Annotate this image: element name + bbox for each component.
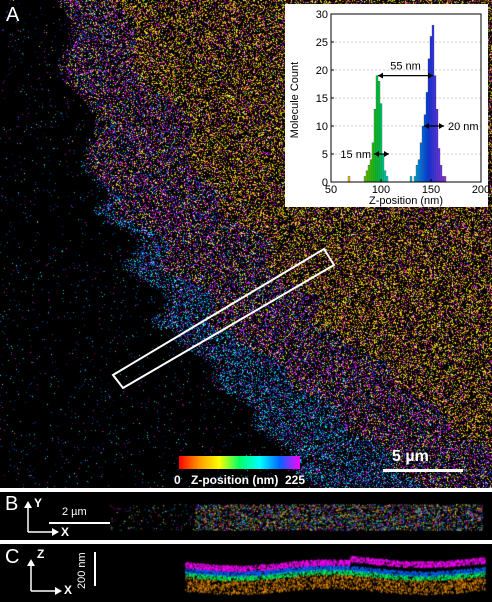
histogram-bar: [371, 142, 375, 183]
histogram-bar: [373, 109, 377, 183]
histogram-annotations: 55 nm 20 nm 15 nm: [340, 61, 478, 161]
histogram-bar: [383, 170, 387, 183]
histogram-bar: [433, 75, 437, 183]
xy-axes-indicator: [24, 501, 110, 536]
y-tick-label: 15: [316, 93, 328, 105]
y-tick-label: 5: [322, 149, 328, 161]
colorbar-title: Z-position (nm): [191, 473, 279, 487]
y-tick-label: 20: [316, 65, 328, 77]
histogram-bar: [363, 176, 367, 183]
histogram-bar: [439, 165, 443, 183]
histogram-bar: [379, 103, 383, 183]
roi-overlay: [111, 247, 336, 390]
panel-a-label: A: [6, 4, 20, 26]
y-tick-label: 0: [322, 177, 328, 189]
histogram-bar: [385, 176, 389, 183]
histogram-bars: [347, 25, 447, 183]
histogram-bar: [365, 170, 369, 183]
annotation-arrowhead: [384, 151, 389, 157]
annotation-arrowhead: [428, 72, 433, 79]
annotation-label: 20 nm: [448, 121, 479, 133]
histogram-bar: [419, 142, 423, 183]
histogram-bar: [435, 109, 439, 183]
annotation-arrowhead: [374, 151, 379, 157]
panel-c-image: C Z X 200 nm: [0, 544, 492, 602]
panel-a-image: A 0 Z-position (nm) 225 5 µm 50 100 150 200…: [0, 0, 492, 488]
panel-c-label: C: [5, 546, 20, 568]
roi-rectangle: [111, 247, 336, 390]
y-tick-label: 25: [316, 37, 328, 49]
histogram-grid: [331, 41, 481, 155]
x-tick-label: 50: [325, 184, 337, 196]
x-tick-label: 200: [472, 184, 490, 196]
scale-bar-a-label: 5 µm: [392, 448, 429, 465]
axis-z-label: Z: [37, 547, 45, 561]
annotation-arrowhead: [439, 123, 444, 129]
histogram-bar: [441, 176, 445, 183]
xz-axes-indicator: [27, 552, 96, 595]
x-tick-label: 100: [372, 184, 390, 196]
colorbar-max-label: 225: [285, 473, 306, 487]
scale-bar-c-label: 200 nm: [76, 552, 88, 589]
colorbar-min-label: 0: [174, 473, 181, 487]
xy-section-image: [0, 492, 492, 540]
histogram-bar: [409, 176, 413, 183]
panel-b-image: B Y X 2 µm: [0, 492, 492, 540]
annotation-arrowhead: [378, 72, 383, 79]
histogram-bar: [415, 165, 419, 183]
histogram-bar: [431, 25, 435, 183]
histogram-bar: [375, 75, 379, 183]
histogram-bar: [421, 125, 425, 183]
annotation-label: 15 nm: [340, 149, 371, 161]
histogram-bar: [347, 176, 351, 183]
axis-y-label: Y: [34, 496, 43, 510]
histogram-bar: [423, 114, 427, 183]
colorbar: [179, 456, 300, 469]
histogram-bar: [443, 176, 447, 183]
histogram-ticks: 50 100 150 200 0 5 10 15 20 25 30: [316, 9, 490, 196]
annotation-label: 55 nm: [390, 61, 421, 73]
x-axis-label: Z-position (nm): [369, 195, 443, 207]
histogram-bar: [369, 159, 373, 183]
scale-bar-a: [383, 469, 463, 472]
y-tick-label: 30: [316, 9, 328, 21]
x-tick-label: 150: [422, 184, 440, 196]
axis-x-label-b: X: [61, 525, 70, 539]
histogram-bar: [381, 153, 385, 183]
histogram-bar: [367, 165, 371, 183]
histogram-bar: [417, 159, 421, 183]
histogram-bar: [437, 148, 441, 183]
scale-bar-b-label: 2 µm: [62, 506, 87, 518]
panel-b-label: B: [5, 493, 19, 515]
axis-x-label-c: X: [64, 583, 73, 597]
histogram-bar: [425, 92, 429, 183]
annotation-arrowhead: [424, 123, 429, 129]
histogram-bar: [377, 81, 381, 183]
xz-section-image: [0, 544, 492, 602]
y-axis-label: Molecule Count: [289, 62, 301, 138]
histogram-bar: [413, 176, 417, 183]
histogram-bar: [429, 36, 433, 183]
histogram-inset: 50 100 150 200 0 5 10 15 20 25 30 55 nm 20 nm 15 nm …: [285, 4, 490, 207]
y-tick-label: 10: [316, 121, 328, 133]
